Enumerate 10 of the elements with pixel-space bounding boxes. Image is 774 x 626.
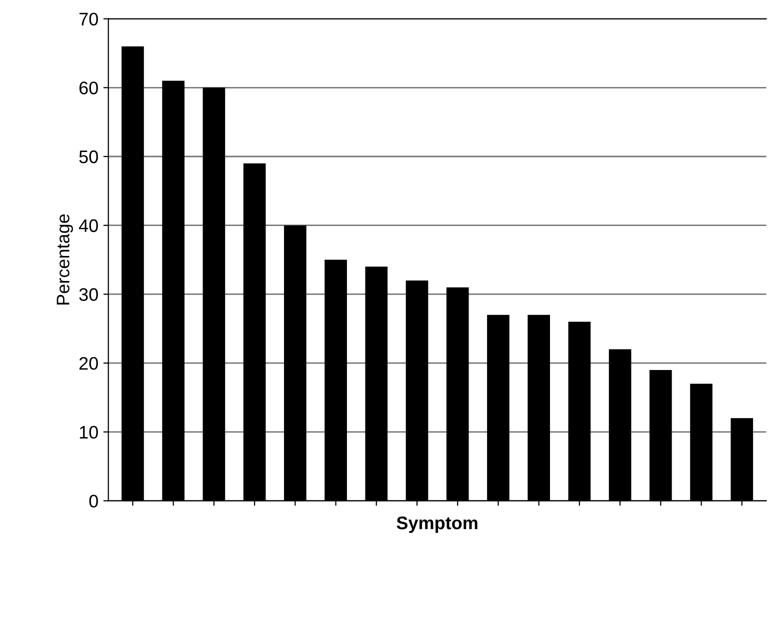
y-tick-label: 70 <box>79 12 98 26</box>
y-tick-label: 60 <box>79 82 98 94</box>
y-tick-label: 20 <box>79 357 98 370</box>
x-axis-title: Symptom <box>396 516 478 533</box>
y-axis-title: Percentage <box>56 214 73 304</box>
y-tick-label: 50 <box>79 150 98 164</box>
y-tick-label: 0 <box>89 494 98 508</box>
y-tick-label: 40 <box>78 219 98 232</box>
y-tick-label: 30 <box>79 288 98 301</box>
y-tick-label: 10 <box>80 426 98 439</box>
